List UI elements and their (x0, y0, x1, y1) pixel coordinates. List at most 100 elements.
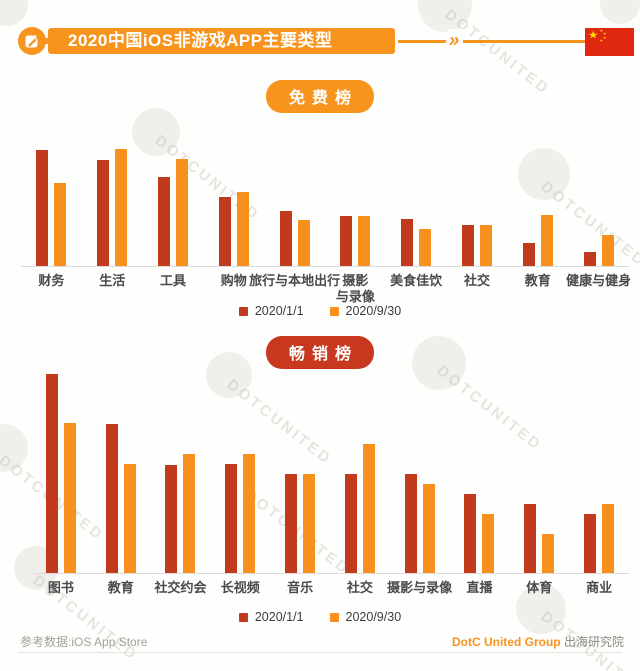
category-label-text: 摄影 与录像 (335, 273, 375, 305)
footer-divider (18, 652, 622, 653)
category-column: 商业 (569, 369, 629, 596)
category-label-text: 摄影与录像 (387, 580, 453, 595)
legend-label: 2020/1/1 (254, 610, 304, 624)
bar-2020/1/1 (105, 424, 118, 573)
category-column: 美食佳饮 (385, 140, 447, 306)
bar-2020/1/1 (45, 374, 58, 573)
legend-swatch-orange (329, 612, 339, 622)
bar-2020/9/30 (297, 220, 310, 266)
legend-swatch-red (238, 306, 248, 316)
bar-group (210, 369, 271, 574)
legend-swatch-orange (329, 306, 339, 316)
category-label-text: 长视频 (220, 580, 260, 595)
category-label-text: 直播 (466, 580, 493, 595)
category-column: 摄影 与录像 (324, 140, 386, 306)
badge-grossing-chart: 畅销榜 (265, 336, 375, 369)
category-label-text: 美食佳饮 (390, 273, 443, 288)
category-label-text: 体育 (526, 580, 553, 595)
brand-suffix: 出海研究院 (563, 635, 624, 649)
watermark-circle (0, 0, 28, 26)
watermark-circle (206, 352, 252, 398)
bar-2020/1/1 (401, 219, 414, 266)
category-label-text: 健康与健身 (566, 273, 632, 288)
category-label-text: 图书 (47, 580, 74, 595)
bar-group (264, 140, 325, 267)
bar-2020/1/1 (218, 197, 231, 266)
bar-2020/9/30 (115, 149, 128, 266)
category-label: 社交 (330, 580, 390, 596)
bar-group (21, 140, 82, 267)
legend-label: 2020/9/30 (345, 304, 402, 318)
category-label-text: 旅行与本地出行 (249, 273, 341, 288)
category-label: 商业 (569, 580, 629, 596)
bar-group (329, 369, 390, 574)
watermark-circle (132, 108, 180, 156)
bar-group (509, 369, 570, 574)
bar-2020/9/30 (419, 229, 432, 266)
title-rule (398, 40, 588, 43)
legend-free: 2020/1/1 2020/9/30 (0, 304, 640, 318)
category-label-text: 教育 (107, 580, 134, 595)
bar-2020/1/1 (522, 243, 535, 266)
bar-2020/1/1 (157, 177, 170, 266)
bar-2020/1/1 (584, 514, 597, 573)
bar-2020/9/30 (236, 192, 249, 266)
category-column: 社交约会 (150, 369, 211, 596)
legend-label: 2020/1/1 (254, 304, 304, 318)
bar-2020/9/30 (303, 474, 316, 573)
bar-chart-free: 财务 生活 工具 购物 旅行与本地出行 摄影 与录像 美食佳饮 社交 教育 健康与健身 (21, 140, 632, 306)
category-label: 摄影 与录像 (325, 273, 386, 306)
category-label-text: 购物 (220, 273, 247, 288)
bar-2020/9/30 (123, 464, 136, 573)
data-source-note: 参考数据:iOS App Store (20, 635, 148, 649)
category-column: 健康与健身 (566, 140, 632, 306)
chevron-right-icon: » (443, 29, 466, 53)
category-column: 长视频 (210, 369, 271, 596)
bar-2020/9/30 (482, 514, 495, 573)
category-column: 生活 (81, 140, 143, 306)
category-label-text: 商业 (586, 580, 613, 595)
category-label: 教育 (507, 273, 568, 289)
category-column: 摄影与录像 (387, 369, 453, 596)
bar-2020/1/1 (97, 160, 110, 266)
legend-grossing: 2020/1/1 2020/9/30 (0, 610, 640, 624)
category-column: 图书 (31, 369, 91, 596)
bar-2020/1/1 (344, 474, 357, 573)
bar-group (449, 369, 510, 574)
legend-item: 2020/1/1 (238, 610, 304, 624)
brand-name: DotC United Group (451, 635, 561, 649)
legend-item: 2020/1/1 (238, 304, 304, 318)
category-label: 直播 (450, 580, 510, 596)
legend-swatch-red (238, 612, 248, 622)
category-label: 体育 (509, 580, 569, 596)
category-column: 旅行与本地出行 (249, 140, 340, 306)
category-column: 直播 (449, 369, 510, 596)
category-column: 财务 (21, 140, 82, 306)
bar-2020/9/30 (602, 504, 615, 573)
bar-2020/9/30 (540, 215, 553, 266)
bar-group (389, 369, 450, 574)
category-label: 社交 (447, 273, 508, 289)
bar-2020/1/1 (461, 225, 474, 266)
bar-2020/9/30 (358, 216, 371, 266)
bar-group (90, 369, 151, 574)
category-column: 体育 (509, 369, 570, 596)
category-label: 音乐 (270, 580, 330, 596)
category-label: 教育 (91, 580, 151, 596)
bar-2020/9/30 (542, 534, 555, 573)
bar-group (203, 140, 265, 267)
bar-2020/1/1 (36, 150, 49, 266)
category-label-text: 教育 (524, 273, 551, 288)
category-label-text: 社交 (346, 580, 373, 595)
brand-credit: DotC United Group 出海研究院 (452, 633, 624, 650)
category-column: 社交 (446, 140, 508, 306)
bar-group (142, 140, 204, 267)
legend-label: 2020/9/30 (345, 610, 402, 624)
category-label: 工具 (143, 273, 204, 289)
category-column: 音乐 (270, 369, 330, 596)
category-label: 社交约会 (151, 580, 211, 596)
bar-group (446, 140, 508, 267)
bar-2020/9/30 (601, 235, 614, 266)
watermark-circle (518, 148, 570, 200)
bar-2020/1/1 (285, 474, 298, 573)
